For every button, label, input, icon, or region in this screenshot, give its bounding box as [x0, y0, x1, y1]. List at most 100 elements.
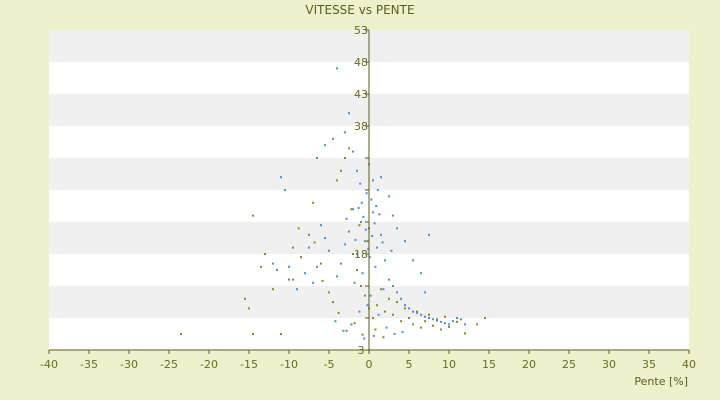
- scatter-point-series-0: [400, 297, 402, 300]
- scatter-point-series-1: [376, 304, 378, 307]
- scatter-point-series-0: [348, 230, 350, 233]
- x-tick-label: 20: [522, 358, 536, 371]
- x-tick-label: -5: [324, 358, 335, 371]
- scatter-point-series-0: [404, 304, 406, 307]
- scatter-point-series-0: [382, 288, 385, 291]
- scatter-point-series-0: [424, 291, 426, 294]
- scatter-point-series-0: [388, 195, 390, 198]
- scatter-point-series-0: [359, 182, 362, 185]
- scatter-point-series-0: [396, 291, 398, 294]
- scatter-point-series-0: [348, 112, 350, 115]
- scatter-point-series-1: [384, 310, 386, 313]
- scatter-point-series-1: [388, 297, 390, 300]
- scatter-point-series-1: [308, 233, 310, 236]
- scatter-point-series-0: [276, 269, 278, 271]
- scatter-point-series-0: [380, 233, 382, 236]
- scatter-point-series-1: [484, 317, 486, 319]
- scatter-point-series-0: [316, 157, 318, 159]
- scatter-point-series-0: [361, 272, 364, 275]
- scatter-point-series-0: [460, 318, 462, 321]
- scatter-point-series-0: [376, 246, 378, 249]
- scatter-point-series-1: [412, 323, 414, 326]
- scatter-point-series-0: [344, 243, 346, 246]
- scatter-point-series-1: [366, 240, 369, 243]
- scatter-point-series-1: [392, 313, 394, 316]
- scatter-point-series-0: [324, 237, 326, 239]
- scatter-point-series-1: [372, 317, 374, 319]
- y-tick-label: 48: [354, 56, 368, 69]
- x-tick-label: -15: [240, 358, 258, 371]
- scatter-point-series-0: [364, 228, 367, 231]
- scatter-point-series-0: [372, 211, 374, 214]
- scatter-point-series-1: [424, 320, 426, 323]
- scatter-point-series-1: [464, 332, 466, 335]
- x-tick-label: 5: [406, 358, 413, 371]
- scatter-point-series-0: [340, 262, 342, 265]
- scatter-point-series-0: [464, 323, 466, 326]
- scatter-point-series-1: [252, 333, 254, 335]
- scatter-point-series-1: [292, 246, 294, 249]
- scatter-point-series-1: [313, 241, 316, 244]
- scatter-point-series-0: [369, 294, 372, 297]
- scatter-point-series-0: [372, 334, 375, 337]
- x-tick-label: 10: [442, 358, 456, 371]
- x-tick-label: 15: [482, 358, 496, 371]
- scatter-point-series-0: [396, 227, 398, 230]
- scatter-point-series-0: [296, 288, 298, 291]
- scatter-point-series-1: [358, 224, 361, 227]
- scatter-point-series-0: [381, 241, 384, 244]
- scatter-point-series-0: [316, 265, 318, 268]
- scatter-point-series-0: [371, 235, 374, 238]
- scatter-point-series-0: [420, 272, 422, 275]
- scatter-point-series-0: [372, 179, 374, 182]
- scatter-point-series-1: [353, 322, 356, 325]
- scatter-point-series-0: [292, 278, 294, 281]
- scatter-point-series-0: [377, 313, 380, 316]
- scatter-point-series-0: [332, 137, 334, 140]
- scatter-point-series-1: [280, 333, 282, 335]
- x-tick-label: -35: [80, 358, 98, 371]
- scatter-point-series-0: [358, 310, 361, 313]
- scatter-point-series-0: [324, 144, 326, 147]
- scatter-point-series-0: [342, 329, 345, 332]
- x-axis-label: Pente [%]: [634, 375, 688, 388]
- scatter-point-series-1: [364, 294, 366, 297]
- scatter-point-series-0: [272, 262, 274, 265]
- scatter-point-series-0: [375, 205, 378, 207]
- scatter-point-series-0: [352, 208, 354, 211]
- scatter-point-series-0: [444, 322, 446, 325]
- scatter-point-series-0: [356, 253, 358, 255]
- scatter-point-series-0: [412, 259, 414, 262]
- scatter-point-series-0: [304, 272, 306, 275]
- scatter-point-series-1: [180, 333, 182, 335]
- scatter-point-series-0: [452, 320, 454, 323]
- scatter-point-series-0: [367, 247, 370, 250]
- scatter-point-series-0: [284, 189, 286, 191]
- scatter-point-series-1: [297, 227, 300, 230]
- scatter-point-series-0: [448, 323, 450, 326]
- scatter-point-series-1: [408, 317, 410, 319]
- scatter-point-series-0: [288, 265, 290, 268]
- y-tick-label: 43: [354, 88, 368, 101]
- scatter-point-series-0: [378, 213, 381, 216]
- scatter-point-series-0: [344, 131, 346, 134]
- data-points: [180, 67, 486, 340]
- scatter-point-series-1: [360, 285, 362, 287]
- scatter-point-series-1: [244, 297, 246, 300]
- scatter-point-series-0: [392, 214, 394, 217]
- scatter-point-series-0: [416, 311, 418, 314]
- scatter-point-series-0: [373, 222, 376, 225]
- scatter-point-series-0: [336, 275, 338, 278]
- scatter-point-series-1: [264, 253, 266, 255]
- scatter-point-series-0: [390, 249, 393, 252]
- scatter-point-series-1: [350, 208, 353, 211]
- scatter-point-series-1: [420, 326, 422, 329]
- scatter-point-series-0: [360, 221, 362, 223]
- scatter-point-series-0: [370, 198, 373, 201]
- scatter-point-series-1: [348, 147, 350, 150]
- scatter-point-series-0: [401, 331, 404, 334]
- scatter-point-series-0: [334, 320, 337, 323]
- scatter-point-series-1: [396, 301, 398, 303]
- scatter-point-series-0: [308, 246, 310, 249]
- scatter-point-series-1: [260, 265, 262, 268]
